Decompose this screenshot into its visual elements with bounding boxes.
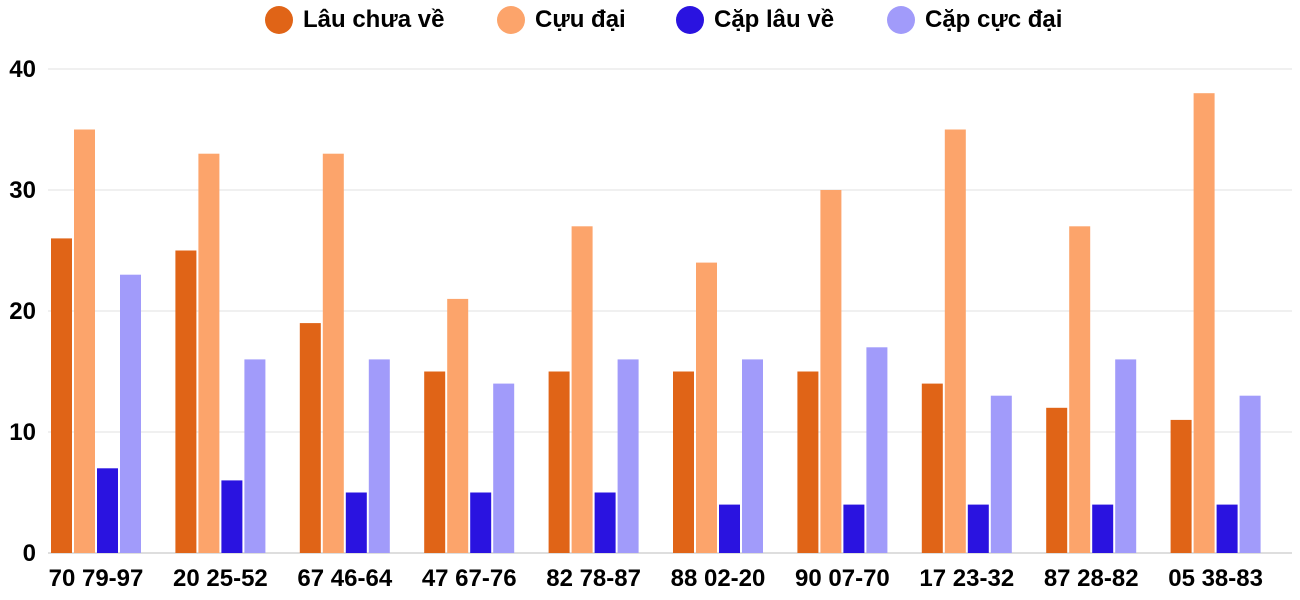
x-tick-label: 82 78-87 (546, 565, 641, 592)
bar-cuu-dai-88-02-20[interactable] (696, 262, 717, 553)
bar-cap-cuc-dai-88-02-20[interactable] (742, 359, 763, 553)
bar-cuu-dai-67-46-64[interactable] (322, 153, 344, 553)
bar-lau-chua-ve-82-78-87[interactable] (548, 371, 570, 554)
x-tick-label: 90 07-70 (795, 565, 890, 592)
bar-lau-chua-ve-87-28-82[interactable] (1046, 407, 1068, 553)
bar-cap-lau-ve-88-02-20[interactable] (719, 504, 740, 553)
bar-cap-lau-ve-70-79-97[interactable] (97, 468, 118, 553)
bar-lau-chua-ve-17-23-32[interactable] (921, 383, 943, 553)
y-axis-ticks: 0 10 20 30 40 (9, 56, 36, 567)
x-tick-label: 70 79-97 (49, 565, 144, 592)
legend-label-cap-lau-ve: Cặp lâu về (714, 6, 835, 33)
bar-cap-lau-ve-05-38-83[interactable] (1216, 504, 1238, 553)
bar-lau-chua-ve-70-79-97[interactable] (51, 238, 72, 553)
bar-lau-chua-ve-05-38-83[interactable] (1170, 419, 1192, 553)
legend: Lâu chưa về Cựu đại Cặp lâu về Cặp cực đ… (0, 0, 1300, 40)
bar-cuu-dai-47-67-76[interactable] (447, 298, 469, 553)
bar-lau-chua-ve-20-25-52[interactable] (175, 250, 197, 554)
x-tick-label: 05 38-83 (1168, 565, 1263, 592)
bar-cap-cuc-dai-82-78-87[interactable] (617, 359, 639, 553)
x-tick-label: 47 67-76 (422, 565, 517, 592)
x-tick-label: 20 25-52 (173, 565, 268, 592)
bar-cap-cuc-dai-90-07-70[interactable] (866, 347, 888, 553)
bar-lau-chua-ve-90-07-70[interactable] (797, 371, 819, 554)
x-tick-label: 67 46-64 (297, 565, 392, 592)
legend-label-cuu-dai: Cựu đại (535, 6, 626, 33)
x-tick-label: 88 02-20 (671, 565, 766, 592)
bar-cap-lau-ve-20-25-52[interactable] (221, 480, 243, 553)
legend-item-cap-lau-ve[interactable]: Cặp lâu về (676, 6, 834, 34)
bar-cuu-dai-20-25-52[interactable] (198, 153, 220, 553)
y-tick-label: 0 (23, 540, 36, 567)
bar-cap-lau-ve-67-46-64[interactable] (345, 492, 367, 554)
bar-cuu-dai-82-78-87[interactable] (571, 226, 593, 554)
x-axis-ticks: 70 79-97 20 25-52 67 46-64 47 67-76 82 78-87… (49, 565, 1263, 592)
bar-lau-chua-ve-67-46-64[interactable] (299, 323, 321, 553)
bar-cap-lau-ve-87-28-82[interactable] (1092, 504, 1114, 553)
legend-label-cap-cuc-dai: Cặp cực đại (925, 6, 1063, 33)
bar-cuu-dai-70-79-97[interactable] (74, 129, 95, 554)
bars (51, 93, 1261, 554)
legend-swatch-cap-cuc-dai (887, 6, 915, 34)
y-tick-label: 40 (9, 56, 36, 83)
bar-cuu-dai-87-28-82[interactable] (1069, 226, 1091, 554)
legend-item-cuu-dai[interactable]: Cựu đại (497, 6, 626, 34)
bar-cap-cuc-dai-70-79-97[interactable] (120, 274, 141, 553)
y-tick-label: 10 (9, 419, 36, 446)
bar-cap-lau-ve-90-07-70[interactable] (843, 504, 865, 553)
bar-cap-lau-ve-82-78-87[interactable] (594, 492, 616, 554)
bar-cap-cuc-dai-20-25-52[interactable] (244, 359, 266, 553)
bar-cap-lau-ve-17-23-32[interactable] (967, 504, 989, 553)
x-tick-label: 17 23-32 (919, 565, 1014, 592)
x-tick-label: 87 28-82 (1044, 565, 1139, 592)
legend-item-cap-cuc-dai[interactable]: Cặp cực đại (887, 6, 1062, 34)
bar-cap-cuc-dai-67-46-64[interactable] (368, 359, 390, 553)
bar-cap-cuc-dai-87-28-82[interactable] (1115, 359, 1137, 553)
y-tick-label: 20 (9, 298, 36, 325)
bar-cuu-dai-05-38-83[interactable] (1193, 93, 1215, 553)
bar-cap-cuc-dai-47-67-76[interactable] (493, 383, 515, 553)
bar-cap-cuc-dai-05-38-83[interactable] (1239, 395, 1261, 553)
bar-lau-chua-ve-47-67-76[interactable] (424, 371, 446, 554)
legend-swatch-lau-chua-ve (265, 6, 293, 34)
bar-cap-cuc-dai-17-23-32[interactable] (990, 395, 1012, 553)
legend-swatch-cuu-dai (497, 6, 525, 34)
legend-item-lau-chua-ve[interactable]: Lâu chưa về (265, 6, 444, 34)
y-tick-label: 30 (9, 177, 36, 204)
bar-cuu-dai-90-07-70[interactable] (820, 190, 842, 553)
legend-label-lau-chua-ve: Lâu chưa về (303, 6, 445, 33)
bar-lau-chua-ve-88-02-20[interactable] (673, 371, 694, 554)
bar-cap-lau-ve-47-67-76[interactable] (470, 492, 492, 554)
legend-swatch-cap-lau-ve (676, 6, 704, 34)
bar-cuu-dai-17-23-32[interactable] (944, 129, 966, 554)
